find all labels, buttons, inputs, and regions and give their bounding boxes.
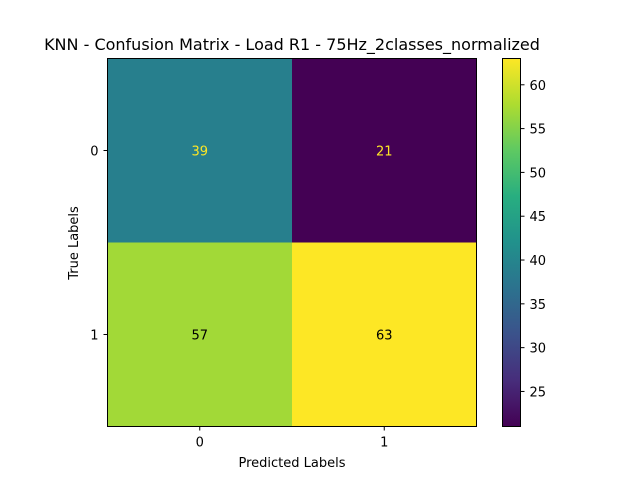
chart-title: KNN - Confusion Matrix - Load R1 - 75Hz_… [44,35,540,55]
colorbar-tick-label: 60 [530,79,547,94]
heatmap-cells: 39 21 57 63 [107,58,477,427]
colorbar-tick-label: 35 [530,298,547,313]
cell-value-label: 57 [191,329,208,344]
cell-value-label: 39 [191,145,208,160]
heatmap-cell-0-0 [107,58,292,243]
colorbar-tick-label: 45 [530,210,547,225]
y-axis-label: True Labels [67,206,82,281]
colorbar-tick-label: 55 [530,123,547,138]
colorbar-ticks: 25 30 35 40 45 50 55 60 [520,79,547,400]
colorbar [502,58,521,427]
colorbar-tick-label: 40 [530,254,547,269]
y-axis-ticks: 01 [90,145,108,344]
colorbar-tick-label: 30 [530,342,547,357]
cell-value-label: 63 [376,329,393,344]
heatmap-frame [107,58,477,427]
colorbar-tick-label: 50 [530,166,547,181]
x-tick-label: 1 [380,436,388,451]
heatmap-cell-1-0 [107,242,292,427]
heatmap-cell-1-1 [292,242,477,427]
cell-value-label: 21 [376,145,393,160]
colorbar-tick-label: 25 [530,385,547,400]
y-tick-label: 1 [90,329,98,344]
y-tick-label: 0 [90,145,98,160]
heatmap-cell-0-1 [292,58,477,243]
x-axis-label: Predicted Labels [238,456,345,471]
x-tick-label: 0 [196,436,204,451]
